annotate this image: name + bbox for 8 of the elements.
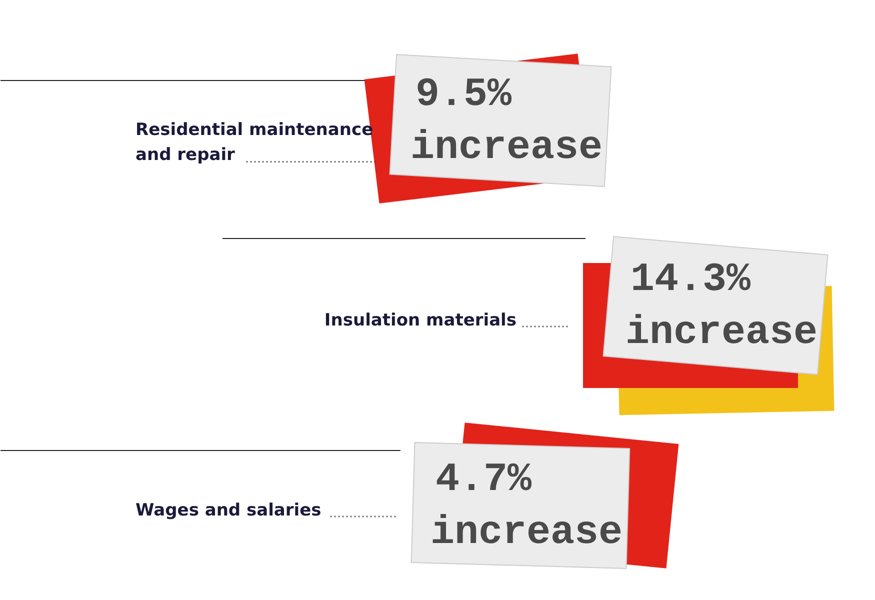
category-label: Wages and salaries [136,500,322,520]
category-label: Insulation materials [324,310,517,330]
text: increase [410,126,603,171]
text: increase [626,311,818,356]
data-label: 14.3% [630,258,752,303]
text: increase [430,511,623,556]
data-label: 4.7% [436,458,533,503]
data-label: 9.5% [416,73,513,118]
